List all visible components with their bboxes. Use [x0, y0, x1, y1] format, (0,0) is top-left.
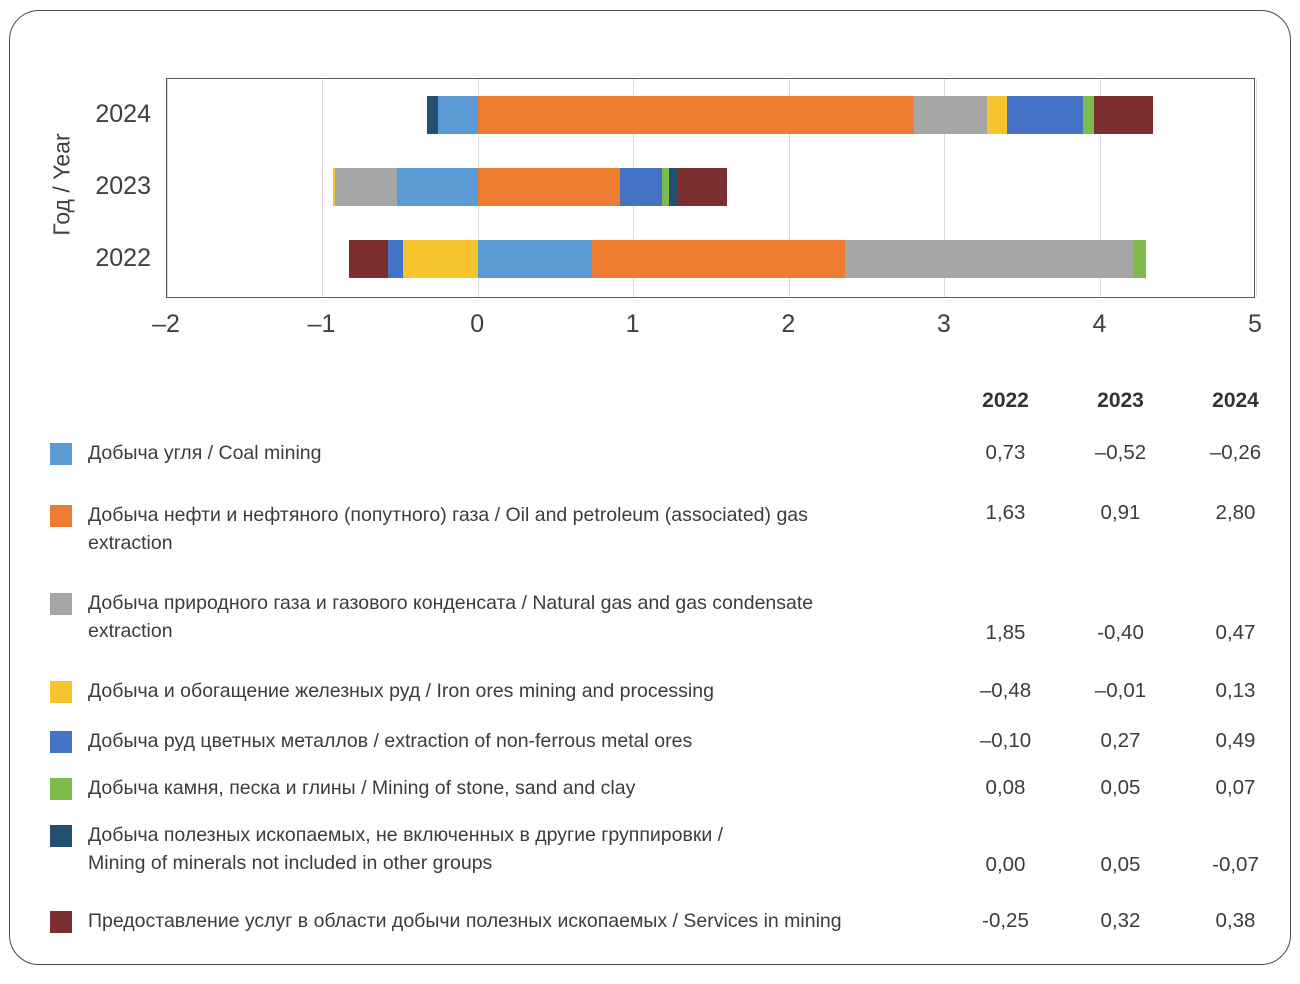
value-2023: 0,05 [1100, 853, 1141, 876]
legend-row-services: Предоставление услуг в области добычи по… [50, 907, 1292, 935]
value-2022: 0,73 [985, 441, 1026, 464]
value-2022: 0,00 [985, 853, 1026, 876]
bar-segment-gas-2023 [335, 168, 398, 206]
bar-segment-gas-2022 [845, 240, 1134, 278]
legend-label: Добыча нефти и нефтяного (попутного) газ… [88, 504, 808, 554]
x-tick-label-5: 5 [1248, 310, 1262, 338]
value-2023: –0,01 [1094, 679, 1147, 702]
x-tick-label-2: 2 [781, 310, 796, 338]
oil-legend-swatch [50, 505, 72, 527]
coal-legend-swatch [50, 443, 72, 465]
value-2023: –0,52 [1094, 441, 1147, 464]
value-2022: –0,10 [979, 729, 1032, 752]
y-tick-label-2022: 2022 [95, 244, 151, 272]
value-2023: 0,32 [1100, 909, 1141, 932]
x-tick-label--2: –2 [152, 310, 180, 338]
legend-row-gas: Добыча природного газа и газового конден… [50, 589, 1292, 645]
bar-segment-stone-2022 [1133, 240, 1146, 278]
value-2024: -0,07 [1212, 853, 1259, 876]
x-tick-label--1: –1 [307, 310, 336, 338]
bar-segment-oil-2023 [478, 168, 620, 206]
gridline-x-4 [1099, 79, 1101, 297]
bar-segment-oil-2022 [591, 240, 846, 278]
iron-legend-swatch [50, 681, 72, 703]
bar-segment-minerals-2024 [426, 96, 438, 134]
x-tick-label-0: 0 [470, 310, 485, 338]
bar-segment-minerals-2023 [669, 168, 678, 206]
value-2023: 0,91 [1100, 501, 1141, 524]
value-2022: -0,25 [982, 909, 1029, 932]
x-tick-label-3: 3 [936, 310, 951, 338]
value-2023: 0,27 [1100, 729, 1141, 752]
bar-segment-coal-2024 [437, 96, 479, 134]
value-2024: –0,26 [1209, 441, 1262, 464]
bar-segment-iron-2023 [333, 168, 335, 206]
column-header-2024: 2024 [1212, 389, 1259, 412]
gridline-x--1 [322, 79, 324, 297]
legend-label: Добыча руд цветных металлов / extraction… [88, 730, 693, 752]
value-2024: 0,49 [1215, 729, 1256, 752]
bar-segment-nonferrous-2022 [387, 240, 404, 278]
gridline-x-5 [1255, 79, 1257, 297]
bar-segment-stone-2024 [1083, 96, 1095, 134]
value-2022: 1,63 [985, 501, 1026, 524]
legend-label: Добыча угля / Coal mining [88, 442, 322, 464]
legend-label: Предоставление услуг в области добычи по… [88, 910, 842, 932]
legend-row-nonferrous: Добыча руд цветных металлов / extraction… [50, 727, 1292, 755]
legend-label: Добыча камня, песка и глины / Mining of … [88, 777, 636, 799]
y-tick-label-2024: 2024 [95, 100, 151, 128]
column-header-2022: 2022 [982, 389, 1029, 412]
bar-segment-coal-2023 [397, 168, 479, 206]
gas-legend-swatch [50, 593, 72, 615]
x-tick-label-1: 1 [625, 310, 640, 338]
value-2022: 0,08 [985, 776, 1026, 799]
column-header-2023: 2023 [1097, 389, 1144, 412]
bar-segment-iron-2022 [403, 240, 479, 278]
nonferrous-legend-swatch [50, 731, 72, 753]
value-2023: 0,05 [1100, 776, 1141, 799]
value-2024: 0,38 [1215, 909, 1256, 932]
stacked-bar-chart: Год / Year –2 –1 0 1 2 3 4 5 2024 2023 2022 [10, 11, 1300, 351]
bar-segment-nonferrous-2024 [1007, 96, 1084, 134]
bar-segment-nonferrous-2023 [619, 168, 662, 206]
legend-label: Добыча и обогащение железных руд / Iron … [88, 680, 714, 702]
legend-row-iron: Добыча и обогащение железных руд / Iron … [50, 677, 1292, 705]
legend-label: Добыча природного газа и газового конден… [88, 592, 814, 642]
legend-row-oil: Добыча нефти и нефтяного (попутного) газ… [50, 501, 1292, 557]
stone-legend-swatch [50, 778, 72, 800]
bar-segment-stone-2023 [661, 168, 670, 206]
x-tick-label-4: 4 [1092, 310, 1107, 338]
bar-segment-services-2022 [349, 240, 388, 278]
bar-segment-services-2024 [1094, 96, 1154, 134]
plot-area [166, 78, 1257, 298]
y-tick-label-2023: 2023 [95, 172, 151, 200]
legend-value-table: 2022 2023 2024 Добыча угля / Coal mining… [50, 389, 1292, 951]
legend-row-coal: Добыча угля / Coal mining 0,73 –0,52 –0,… [50, 439, 1292, 467]
services-legend-swatch [50, 911, 72, 933]
bar-segment-gas-2024 [913, 96, 987, 134]
value-2023: -0,40 [1097, 621, 1144, 644]
document-frame: Год / Year –2 –1 0 1 2 3 4 5 2024 2023 2022 2022 2… [9, 10, 1291, 965]
bar-segment-coal-2022 [478, 240, 592, 278]
value-2024: 2,80 [1215, 501, 1256, 524]
bar-segment-iron-2024 [986, 96, 1008, 134]
value-2024: 0,07 [1215, 776, 1256, 799]
value-2022: –0,48 [979, 679, 1032, 702]
value-2022: 1,85 [985, 621, 1026, 644]
gridline-x-2 [788, 79, 790, 297]
legend-row-minerals: Добыча полезных ископаемых, не включенны… [50, 821, 1292, 877]
legend-label: Добыча полезных ископаемых, не включенны… [88, 824, 724, 874]
gridline-x-3 [944, 79, 946, 297]
gridline-x--2 [166, 79, 168, 297]
value-2024: 0,47 [1215, 621, 1256, 644]
bar-segment-services-2023 [677, 168, 728, 206]
table-header-row: 2022 2023 2024 [50, 389, 1292, 413]
legend-row-stone: Добыча камня, песка и глины / Mining of … [50, 774, 1292, 802]
bar-segment-oil-2024 [478, 96, 914, 134]
minerals-legend-swatch [50, 825, 72, 847]
value-2024: 0,13 [1215, 679, 1256, 702]
